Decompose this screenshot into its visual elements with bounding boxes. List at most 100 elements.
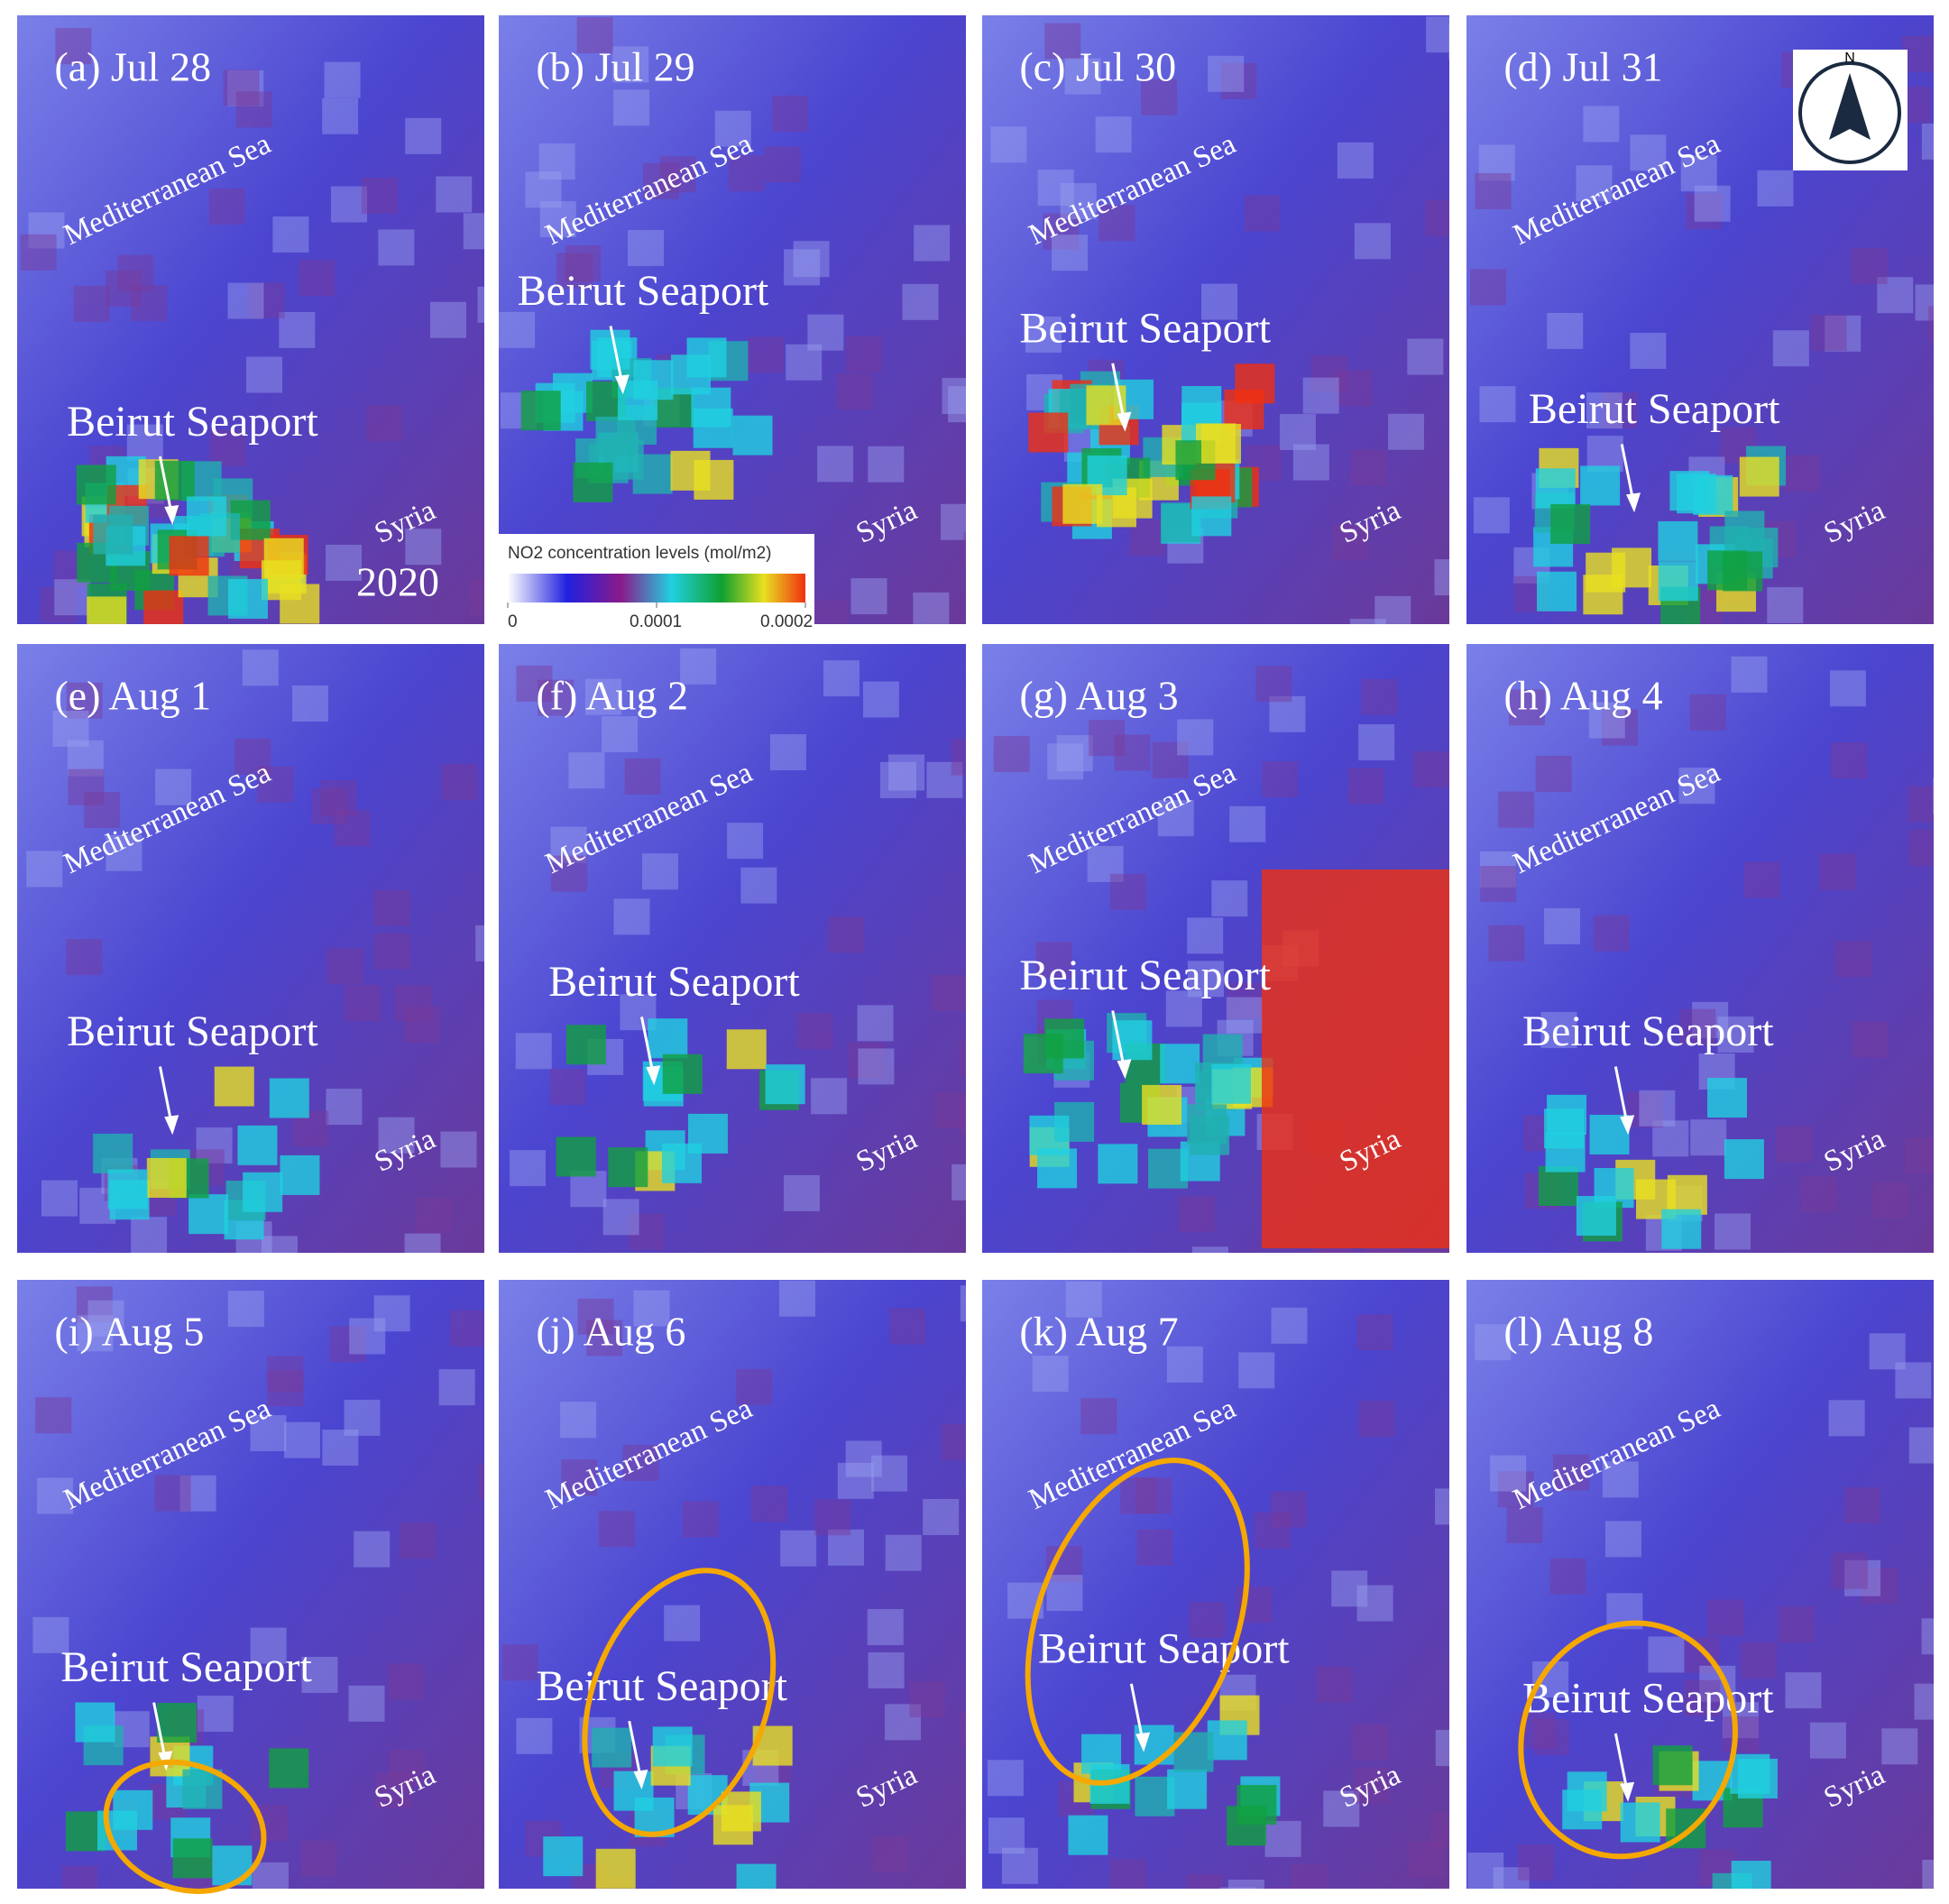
- year-label: 2020: [356, 559, 439, 605]
- arrow-head: [633, 1769, 648, 1789]
- pixel-cell: [373, 889, 410, 926]
- no2-area: [1262, 869, 1449, 1248]
- panel-label: (g) Aug 3: [1019, 673, 1178, 719]
- pixel-cell: [778, 1280, 815, 1317]
- pixel-cell: [366, 405, 403, 442]
- pixel-cell: [1271, 1491, 1308, 1528]
- pixel-cell: [361, 178, 398, 215]
- pixel-cell: [1602, 1461, 1639, 1498]
- pixel-cell: [1279, 414, 1316, 451]
- pixel-cell: [1921, 123, 1934, 160]
- pixel-cell: [1908, 786, 1934, 823]
- pixel-cell: [602, 1199, 639, 1236]
- pixel-cell: [551, 855, 588, 892]
- no2-cell: [243, 1172, 283, 1212]
- pixel-cell: [1707, 1599, 1744, 1636]
- pixel-cell: [1087, 845, 1124, 882]
- pixel-cell: [885, 1704, 922, 1741]
- no2-cell: [227, 578, 268, 619]
- no2-cell: [172, 1838, 213, 1879]
- pixel-cell: [1314, 1244, 1351, 1253]
- pixel-cell: [736, 1368, 773, 1405]
- panel-label: (f) Aug 2: [536, 673, 688, 719]
- pixel-cell: [1844, 1559, 1881, 1596]
- pixel-cell: [1208, 55, 1245, 92]
- map-layer: [1466, 644, 1934, 1253]
- pixel-cell: [872, 1836, 909, 1873]
- legend-title: NO2 concentration levels (mol/m2): [508, 544, 772, 563]
- pixel-cell: [1032, 1356, 1069, 1393]
- pixel-cell: [26, 851, 63, 888]
- pixel-cell: [326, 544, 363, 581]
- highlight-ellipse: [103, 1759, 267, 1894]
- pixel-cell: [1043, 213, 1080, 250]
- pixel-cell: [1262, 761, 1299, 798]
- pixel-cell: [1630, 332, 1667, 369]
- pixel-cell: [1264, 1820, 1301, 1857]
- pixel-cell: [629, 1213, 666, 1250]
- pixel-cell: [990, 126, 1027, 163]
- pixel-cell: [959, 1040, 966, 1077]
- pixel-cell: [931, 974, 966, 1011]
- map-layer: [499, 15, 966, 624]
- no2-cell: [693, 408, 733, 448]
- pixel-cell: [299, 260, 336, 297]
- pixel-cell: [1915, 284, 1934, 321]
- no2-cell: [608, 1147, 648, 1188]
- no2-cell: [726, 1029, 767, 1070]
- panel-label: (c) Jul 30: [1019, 44, 1176, 90]
- pixel-cell: [395, 985, 432, 1022]
- pixel-cell: [811, 1078, 848, 1115]
- pixel-cell: [1480, 865, 1517, 902]
- pixel-cell: [728, 155, 765, 192]
- pixel-cell: [1686, 193, 1723, 230]
- pixel-cell: [1785, 1672, 1822, 1709]
- pixel-cell: [1191, 1246, 1228, 1253]
- panel-label: (b) Jul 29: [536, 44, 694, 90]
- arrow-head: [164, 1115, 179, 1136]
- pixel-cell: [463, 213, 484, 250]
- pixel-cell: [888, 754, 925, 791]
- pixel-cell: [1323, 1790, 1360, 1827]
- no2-cell: [1658, 520, 1698, 561]
- arrow-head: [646, 1065, 661, 1086]
- no2-cell: [263, 538, 304, 578]
- pixel-cell: [1350, 449, 1387, 486]
- pixel-cell: [1475, 172, 1512, 209]
- seaport-label: Beirut Seaport: [1019, 304, 1271, 352]
- no2-cell: [1224, 389, 1264, 429]
- no2-cell: [87, 596, 127, 624]
- pixel-cell: [1354, 223, 1391, 260]
- no2-cell: [662, 1053, 703, 1094]
- pixel-cell: [812, 600, 849, 624]
- pixel-cell: [628, 230, 665, 267]
- pixel-cell: [845, 336, 882, 373]
- pixel-cell: [436, 176, 473, 213]
- pixel-cell: [1689, 694, 1726, 731]
- pixel-cell: [1479, 851, 1516, 888]
- no2-cell: [1539, 1165, 1579, 1206]
- pixel-cell: [960, 1285, 966, 1322]
- map-layer: [982, 15, 1449, 624]
- arrow-head: [164, 504, 179, 525]
- pixel-cell: [1862, 1568, 1898, 1605]
- no2-cell: [1028, 412, 1069, 453]
- pixel-cell: [682, 1501, 719, 1538]
- pixel-cell: [1602, 392, 1639, 429]
- pixel-cell: [1467, 1853, 1504, 1889]
- no2-cell: [1576, 1195, 1616, 1236]
- pixel-cell: [326, 948, 363, 985]
- pixel-cell: [1060, 183, 1097, 220]
- pixel-cell: [20, 234, 57, 271]
- pixel-cell: [952, 1164, 966, 1200]
- pixel-cell: [1678, 768, 1715, 805]
- pixel-cell: [1120, 1477, 1157, 1514]
- pixel-cell: [560, 1402, 597, 1439]
- pixel-cell: [1757, 170, 1794, 207]
- pixel-cell: [331, 186, 368, 223]
- no2-cell: [520, 391, 561, 431]
- pixel-cell: [250, 1414, 287, 1451]
